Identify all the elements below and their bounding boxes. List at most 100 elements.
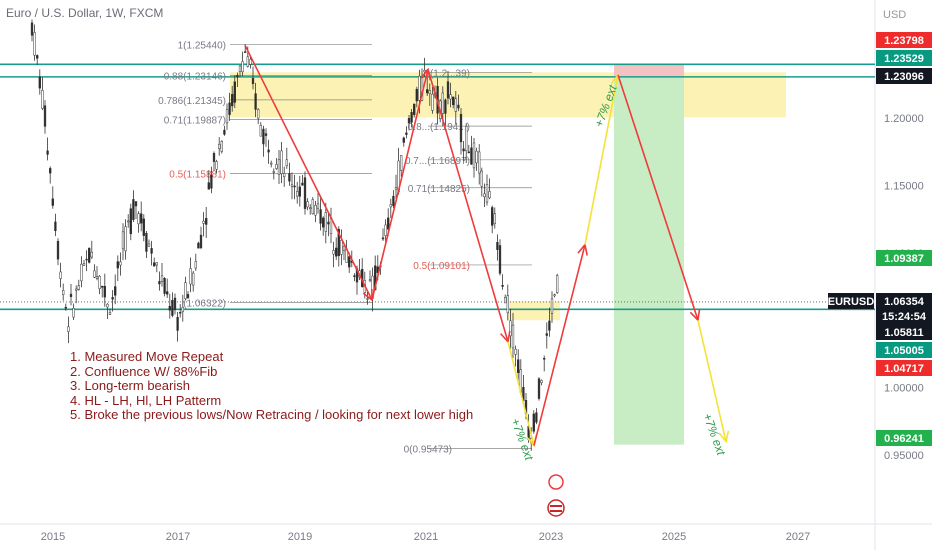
candle-body — [199, 234, 203, 249]
x-tick-label: 2027 — [786, 531, 810, 543]
note-item: 2. Confluence W/ 88%Fib — [70, 363, 218, 379]
candle-body — [254, 93, 257, 110]
price-tag-label: 1.23096 — [884, 71, 924, 83]
candle-body — [145, 232, 148, 252]
candle-body — [249, 58, 252, 65]
candle-body — [142, 218, 145, 236]
candle-body — [163, 278, 166, 294]
candle-body — [88, 247, 91, 263]
candle-body — [147, 243, 151, 247]
candle-body — [340, 240, 343, 255]
candle-body — [506, 295, 509, 314]
candle-body — [90, 251, 93, 258]
candle-body — [537, 378, 541, 399]
candle-body — [134, 201, 138, 207]
candle-body — [212, 153, 216, 162]
flag-icon-stripe — [550, 510, 562, 512]
candle-body — [532, 413, 535, 432]
candle-body — [431, 93, 434, 111]
candle-body — [459, 113, 463, 143]
candle-body — [465, 126, 468, 152]
x-tick-label: 2021 — [414, 531, 438, 543]
bull-ext-arrow — [584, 74, 619, 245]
candle-body — [69, 293, 73, 297]
candle-body — [410, 112, 413, 123]
candle-body — [246, 56, 249, 67]
candle-body — [501, 284, 504, 287]
price-tag-bg — [876, 250, 932, 266]
candle-body — [462, 148, 465, 152]
candle-body — [124, 226, 127, 252]
price-tag-label: 1.04717 — [884, 363, 924, 375]
candle-body — [498, 245, 502, 274]
candle-body — [192, 272, 195, 286]
lightning-icon — [548, 474, 564, 490]
candle-body — [452, 96, 455, 106]
candle-body — [483, 193, 486, 198]
candle-body — [80, 263, 83, 282]
bear-ext-arrow — [697, 320, 727, 442]
candle-body — [381, 237, 385, 240]
candle-body — [59, 271, 62, 279]
price-tag-bg — [876, 430, 932, 446]
candle-body — [179, 312, 182, 314]
fib-label: 0.71(1.14825) — [408, 184, 470, 195]
candle-body — [309, 207, 312, 210]
candle-body — [277, 159, 281, 175]
candle-body — [418, 75, 421, 101]
candle-body — [207, 182, 210, 190]
candle-body — [348, 256, 351, 268]
candle-body — [210, 174, 213, 189]
candle-body — [415, 88, 418, 102]
candle-body — [449, 94, 452, 100]
candle-body — [186, 294, 190, 299]
symbol-tag-label: EURUSD — [828, 296, 875, 308]
price-tag-label: 1.06354 — [884, 296, 925, 308]
candle-body — [441, 92, 444, 114]
candle-body — [514, 348, 517, 355]
candle-body — [423, 70, 426, 73]
price-tag-label: 0.96241 — [884, 433, 924, 445]
candle-body — [556, 275, 559, 293]
price-tag-bg — [876, 293, 932, 309]
fib-confluence-zone — [230, 72, 786, 118]
candle-body — [485, 184, 489, 203]
candle-body — [275, 164, 278, 169]
candle-body — [119, 261, 122, 266]
candle-body — [251, 78, 255, 85]
candle-body — [101, 285, 104, 288]
fib-label: 0.71(1.19887) — [164, 116, 226, 127]
candle-body — [259, 125, 262, 137]
candle-body — [428, 90, 431, 94]
x-tick-label: 2017 — [166, 531, 190, 543]
fib-label: 0.8...(1.194...) — [408, 122, 470, 133]
candle-body — [548, 320, 551, 331]
note-item: 1. Measured Move Repeat — [70, 349, 224, 364]
candle-body — [116, 261, 119, 269]
price-tag-bg — [876, 68, 932, 84]
candle-body — [545, 333, 548, 336]
candle-body — [475, 150, 478, 164]
fib-label: 0(0.95473) — [404, 445, 452, 456]
candle-body — [353, 275, 356, 277]
candle-body — [280, 150, 283, 174]
candle-body — [56, 240, 60, 260]
candle-body — [303, 177, 307, 209]
candle-body — [43, 105, 47, 127]
candle-body — [54, 221, 57, 231]
price-tag-bg — [876, 342, 932, 358]
candle-body — [140, 213, 143, 224]
candle-body — [108, 312, 112, 315]
x-tick-label: 2019 — [288, 531, 312, 543]
candle-body — [98, 275, 101, 289]
candle-body — [478, 151, 481, 174]
fib-label: 0.786(1.21345) — [158, 96, 226, 107]
candle-body — [511, 324, 515, 349]
candle-body — [407, 118, 411, 124]
price-tag-bg — [876, 308, 932, 324]
candle-body — [205, 218, 208, 225]
candle-body — [496, 242, 499, 250]
candle-body — [184, 282, 187, 299]
